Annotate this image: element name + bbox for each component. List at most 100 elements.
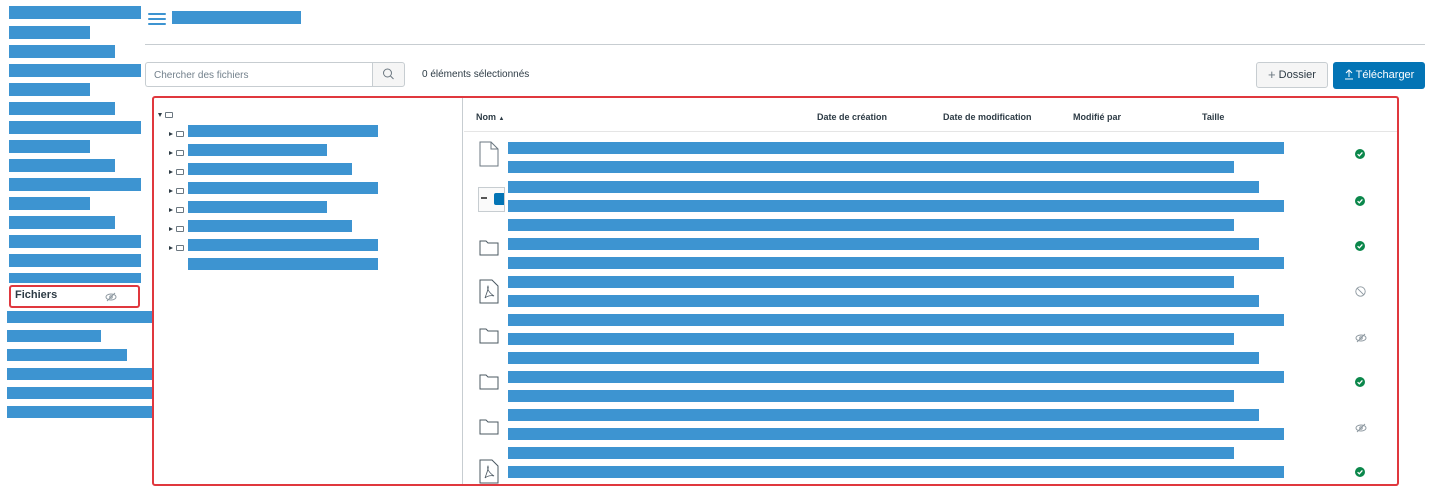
nav-item-redacted[interactable] (7, 406, 152, 418)
add-folder-button[interactable]: + Dossier (1256, 62, 1328, 88)
column-header-modified[interactable]: Date de modification (943, 112, 1032, 122)
expand-arrow-icon[interactable] (169, 208, 173, 212)
nav-item-redacted[interactable] (7, 311, 152, 323)
file-meta-redacted (508, 219, 1234, 231)
file-meta-redacted (508, 352, 1259, 364)
eye-slash-icon[interactable] (1355, 423, 1367, 433)
folder-name-redacted[interactable] (508, 238, 1259, 250)
nav-item-redacted[interactable] (9, 216, 115, 229)
folder-icon (479, 328, 499, 344)
published-icon[interactable] (1355, 241, 1365, 251)
tree-folder-redacted[interactable] (188, 125, 378, 137)
expand-arrow-icon[interactable] (169, 246, 173, 250)
nav-item-redacted[interactable] (9, 45, 115, 58)
column-header-name-label: Nom (476, 112, 496, 122)
nav-item-redacted[interactable] (9, 159, 115, 172)
collapse-arrow-icon[interactable] (158, 113, 162, 117)
selection-count: 0 éléments sélectionnés (422, 69, 530, 80)
folder-icon (176, 169, 184, 175)
folder-icon (176, 226, 184, 232)
folder-icon (176, 188, 184, 194)
files-panel: Nom ▲ Date de création Date de modificat… (152, 96, 1399, 486)
header-divider (145, 44, 1425, 45)
column-header-size[interactable]: Taille (1202, 112, 1225, 122)
folder-name-redacted[interactable] (508, 314, 1284, 326)
nav-item-redacted[interactable] (7, 387, 152, 399)
nav-item-redacted[interactable] (9, 26, 90, 39)
column-header-name[interactable]: Nom ▲ (476, 112, 504, 122)
hamburger-icon[interactable] (148, 12, 166, 26)
tree-folder-redacted[interactable] (188, 144, 327, 156)
tree-folder-redacted[interactable] (188, 220, 352, 232)
nav-item-redacted[interactable] (7, 330, 101, 342)
breadcrumb-redacted[interactable] (172, 11, 301, 24)
search-input[interactable] (152, 63, 376, 87)
file-name-redacted[interactable] (508, 142, 1284, 154)
nav-item-redacted[interactable] (9, 102, 115, 115)
add-folder-label: Dossier (1278, 69, 1316, 81)
nav-item-redacted[interactable] (9, 121, 141, 134)
nav-item-redacted[interactable] (9, 235, 141, 248)
nav-item-files[interactable]: Fichiers (9, 285, 140, 308)
tree-folder-redacted[interactable] (188, 163, 352, 175)
search-field (145, 62, 376, 87)
file-meta-redacted (508, 428, 1284, 440)
file-name-redacted[interactable] (508, 276, 1234, 288)
pdf-icon (479, 459, 499, 484)
file-meta-redacted (508, 333, 1234, 345)
search-button[interactable] (372, 62, 405, 87)
eye-slash-icon[interactable] (1355, 333, 1367, 343)
folder-icon (479, 240, 499, 256)
column-header-created[interactable]: Date de création (817, 112, 888, 122)
upload-button[interactable]: Télécharger (1333, 62, 1425, 89)
pdf-icon (479, 279, 499, 304)
nav-item-redacted[interactable] (9, 178, 141, 191)
published-icon[interactable] (1355, 196, 1365, 206)
plus-icon: + (1268, 67, 1276, 82)
nav-item-redacted[interactable] (7, 368, 152, 380)
folder-name-redacted[interactable] (508, 409, 1259, 421)
tree-folder-redacted[interactable] (188, 182, 378, 194)
folder-name-redacted[interactable] (508, 371, 1284, 383)
tree-folder-redacted[interactable] (188, 258, 378, 270)
file-name-redacted[interactable] (508, 200, 1284, 212)
unpublished-icon[interactable] (1355, 286, 1366, 297)
eye-slash-icon (105, 289, 117, 307)
upload-label: Télécharger (1355, 69, 1415, 81)
folder-icon (479, 419, 499, 435)
nav-item-redacted[interactable] (9, 254, 141, 267)
expand-arrow-icon[interactable] (169, 189, 173, 193)
tree-folder-redacted[interactable] (188, 239, 378, 251)
file-meta-redacted (508, 181, 1259, 193)
nav-item-redacted[interactable] (9, 197, 90, 210)
column-header-modified-by[interactable]: Modifié par (1073, 112, 1122, 122)
folder-icon (479, 374, 499, 390)
folder-icon (176, 207, 184, 213)
nav-item-redacted[interactable] (9, 273, 141, 283)
folder-icon (176, 131, 184, 137)
file-meta-redacted (508, 466, 1284, 478)
expand-arrow-icon[interactable] (169, 151, 173, 155)
tree-folder-redacted[interactable] (188, 201, 327, 213)
nav-item-redacted[interactable] (7, 349, 127, 361)
folder-icon (176, 245, 184, 251)
search-icon (383, 68, 394, 80)
nav-item-files-label: Fichiers (15, 289, 58, 301)
file-name-redacted[interactable] (508, 447, 1234, 459)
sort-ascending-icon: ▲ (498, 116, 505, 122)
published-icon[interactable] (1355, 467, 1365, 477)
expand-arrow-icon[interactable] (169, 170, 173, 174)
nav-item-redacted[interactable] (9, 64, 141, 77)
published-icon[interactable] (1355, 149, 1365, 159)
nav-item-redacted[interactable] (9, 140, 90, 153)
nav-item-redacted[interactable] (9, 6, 141, 19)
upload-icon (1344, 64, 1354, 91)
thumbnail-icon (478, 187, 505, 212)
file-icon (479, 141, 499, 167)
tree-divider (462, 98, 463, 484)
expand-arrow-icon[interactable] (169, 227, 173, 231)
published-icon[interactable] (1355, 377, 1365, 387)
nav-item-redacted[interactable] (9, 83, 90, 96)
folder-icon (176, 150, 184, 156)
expand-arrow-icon[interactable] (169, 132, 173, 136)
